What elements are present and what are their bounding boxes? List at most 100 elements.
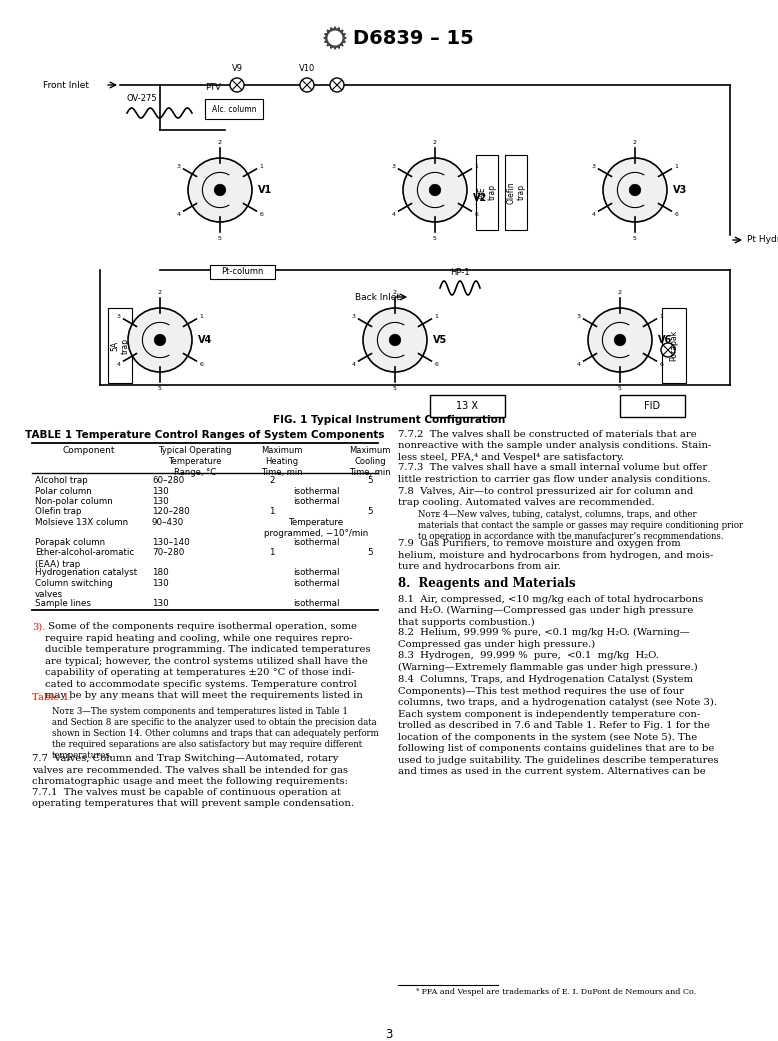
Text: PTV: PTV bbox=[205, 83, 221, 92]
Text: 5A
trap: 5A trap bbox=[110, 337, 130, 354]
Text: Front Inlet: Front Inlet bbox=[43, 80, 89, 90]
Text: Typical Operating
Temperature
Range, °C: Typical Operating Temperature Range, °C bbox=[158, 446, 232, 477]
Circle shape bbox=[588, 308, 652, 372]
Text: 8.4  Columns, Traps, and Hydrogenation Catalyst (System
Components)—This test me: 8.4 Columns, Traps, and Hydrogenation Ca… bbox=[398, 676, 719, 777]
Text: 2: 2 bbox=[433, 139, 437, 145]
Text: 5: 5 bbox=[218, 235, 222, 240]
Text: 6: 6 bbox=[675, 211, 678, 217]
Text: Pt Hydrogen: Pt Hydrogen bbox=[747, 235, 778, 245]
Text: A/E
trap: A/E trap bbox=[477, 184, 496, 201]
Text: 1: 1 bbox=[675, 163, 678, 169]
Text: 2: 2 bbox=[618, 289, 622, 295]
Text: 5: 5 bbox=[393, 385, 397, 390]
Circle shape bbox=[330, 78, 344, 92]
Circle shape bbox=[328, 31, 342, 45]
Text: 4: 4 bbox=[177, 211, 180, 217]
Text: 7.7  Valves, Column and Trap Switching—Automated, rotary
valves are recommended.: 7.7 Valves, Column and Trap Switching—Au… bbox=[32, 755, 348, 786]
Text: 7.7.1  The valves must be capable of continuous operation at
operating temperatu: 7.7.1 The valves must be capable of cont… bbox=[32, 788, 354, 808]
Circle shape bbox=[214, 184, 226, 196]
Text: 7.7.3  The valves shall have a small internal volume but offer
little restrictio: 7.7.3 The valves shall have a small inte… bbox=[398, 463, 710, 484]
Text: D6839 – 15: D6839 – 15 bbox=[353, 28, 474, 48]
Text: FID: FID bbox=[644, 401, 660, 411]
Circle shape bbox=[329, 32, 341, 44]
Text: 5: 5 bbox=[433, 235, 437, 240]
Circle shape bbox=[128, 308, 192, 372]
Text: Sample lines: Sample lines bbox=[35, 599, 91, 608]
Text: 7.8  Valves, Air—to control pressurized air for column and
trap cooling. Automat: 7.8 Valves, Air—to control pressurized a… bbox=[398, 487, 693, 507]
Text: V6: V6 bbox=[658, 335, 672, 345]
FancyBboxPatch shape bbox=[620, 395, 685, 417]
Polygon shape bbox=[324, 27, 346, 49]
Text: 1: 1 bbox=[435, 313, 439, 319]
Circle shape bbox=[403, 158, 467, 222]
Text: Alcohol trap: Alcohol trap bbox=[35, 476, 88, 485]
Text: 13 X: 13 X bbox=[456, 401, 478, 411]
Text: 130: 130 bbox=[152, 599, 169, 608]
Text: 130: 130 bbox=[152, 579, 169, 588]
Text: ⁴ PFA and Vespel are trademarks of E. I. DuPont de Nemours and Co.: ⁴ PFA and Vespel are trademarks of E. I.… bbox=[416, 988, 696, 996]
Text: 3).: 3). bbox=[32, 623, 45, 631]
FancyBboxPatch shape bbox=[476, 155, 498, 230]
Text: 5: 5 bbox=[367, 508, 373, 516]
Text: 6: 6 bbox=[260, 211, 264, 217]
Circle shape bbox=[154, 334, 166, 346]
FancyBboxPatch shape bbox=[505, 155, 527, 230]
Text: 6: 6 bbox=[435, 361, 439, 366]
Text: 3: 3 bbox=[177, 163, 180, 169]
FancyBboxPatch shape bbox=[205, 99, 263, 119]
Text: V3: V3 bbox=[673, 185, 687, 195]
Text: isothermal: isothermal bbox=[293, 579, 339, 588]
Text: 70–280: 70–280 bbox=[152, 549, 184, 557]
Circle shape bbox=[615, 334, 626, 346]
Circle shape bbox=[661, 342, 675, 357]
Text: 120–280: 120–280 bbox=[152, 508, 190, 516]
Text: 1: 1 bbox=[475, 163, 478, 169]
Circle shape bbox=[188, 158, 252, 222]
Circle shape bbox=[389, 334, 401, 346]
Text: Maximum
Cooling
Time, min: Maximum Cooling Time, min bbox=[349, 446, 391, 477]
Text: 130: 130 bbox=[152, 497, 169, 506]
Text: Alc. column: Alc. column bbox=[212, 104, 256, 113]
Text: isothermal: isothermal bbox=[293, 568, 339, 578]
Text: 4: 4 bbox=[591, 211, 595, 217]
Text: 3: 3 bbox=[117, 313, 121, 319]
Text: Nᴏᴛᴇ 4—New valves, tubing, catalyst, columns, traps, and other
materials that co: Nᴏᴛᴇ 4—New valves, tubing, catalyst, col… bbox=[418, 510, 743, 541]
Text: 6: 6 bbox=[475, 211, 478, 217]
Text: Polar column: Polar column bbox=[35, 486, 92, 496]
Text: FIG. 1 Typical Instrument Configuration: FIG. 1 Typical Instrument Configuration bbox=[273, 415, 505, 425]
Text: Olefin
trap: Olefin trap bbox=[506, 181, 526, 204]
Text: 180: 180 bbox=[152, 568, 169, 578]
Text: V10: V10 bbox=[299, 64, 315, 73]
Text: OV-275: OV-275 bbox=[127, 94, 158, 103]
Text: 5: 5 bbox=[367, 476, 373, 485]
Text: 1: 1 bbox=[660, 313, 664, 319]
Text: 6: 6 bbox=[200, 361, 204, 366]
Text: 3: 3 bbox=[576, 313, 580, 319]
FancyBboxPatch shape bbox=[662, 308, 686, 383]
Text: 1: 1 bbox=[269, 508, 275, 516]
Text: 1: 1 bbox=[269, 549, 275, 557]
FancyBboxPatch shape bbox=[108, 308, 132, 383]
Circle shape bbox=[331, 34, 339, 42]
Text: 2: 2 bbox=[269, 476, 275, 485]
Text: Molsieve 13X column: Molsieve 13X column bbox=[35, 518, 128, 527]
Text: 5: 5 bbox=[633, 235, 637, 240]
FancyBboxPatch shape bbox=[210, 265, 275, 279]
Text: 4: 4 bbox=[117, 361, 121, 366]
Text: isothermal: isothermal bbox=[293, 538, 339, 547]
Text: 130–140: 130–140 bbox=[152, 538, 190, 547]
Text: Non-polar column: Non-polar column bbox=[35, 497, 113, 506]
Text: isothermal: isothermal bbox=[293, 486, 339, 496]
Text: 2: 2 bbox=[633, 139, 637, 145]
Circle shape bbox=[629, 184, 641, 196]
Text: 8.1  Air, compressed, <10 mg/kg each of total hydrocarbons
and H₂O. (Warning—Com: 8.1 Air, compressed, <10 mg/kg each of t… bbox=[398, 594, 703, 627]
Text: Olefin trap: Olefin trap bbox=[35, 508, 82, 516]
Text: Column switching
valves: Column switching valves bbox=[35, 579, 113, 599]
FancyBboxPatch shape bbox=[430, 395, 505, 417]
Circle shape bbox=[603, 158, 667, 222]
Text: Nᴏᴛᴇ 3—The system components and temperatures listed in Table 1
and Section 8 ar: Nᴏᴛᴇ 3—The system components and tempera… bbox=[52, 707, 379, 760]
Text: 7.7.2  The valves shall be constructed of materials that are
nonreactive with th: 7.7.2 The valves shall be constructed of… bbox=[398, 430, 711, 462]
Text: 5: 5 bbox=[618, 385, 622, 390]
Polygon shape bbox=[324, 27, 346, 49]
Text: 8.  Reagents and Materials: 8. Reagents and Materials bbox=[398, 577, 576, 589]
